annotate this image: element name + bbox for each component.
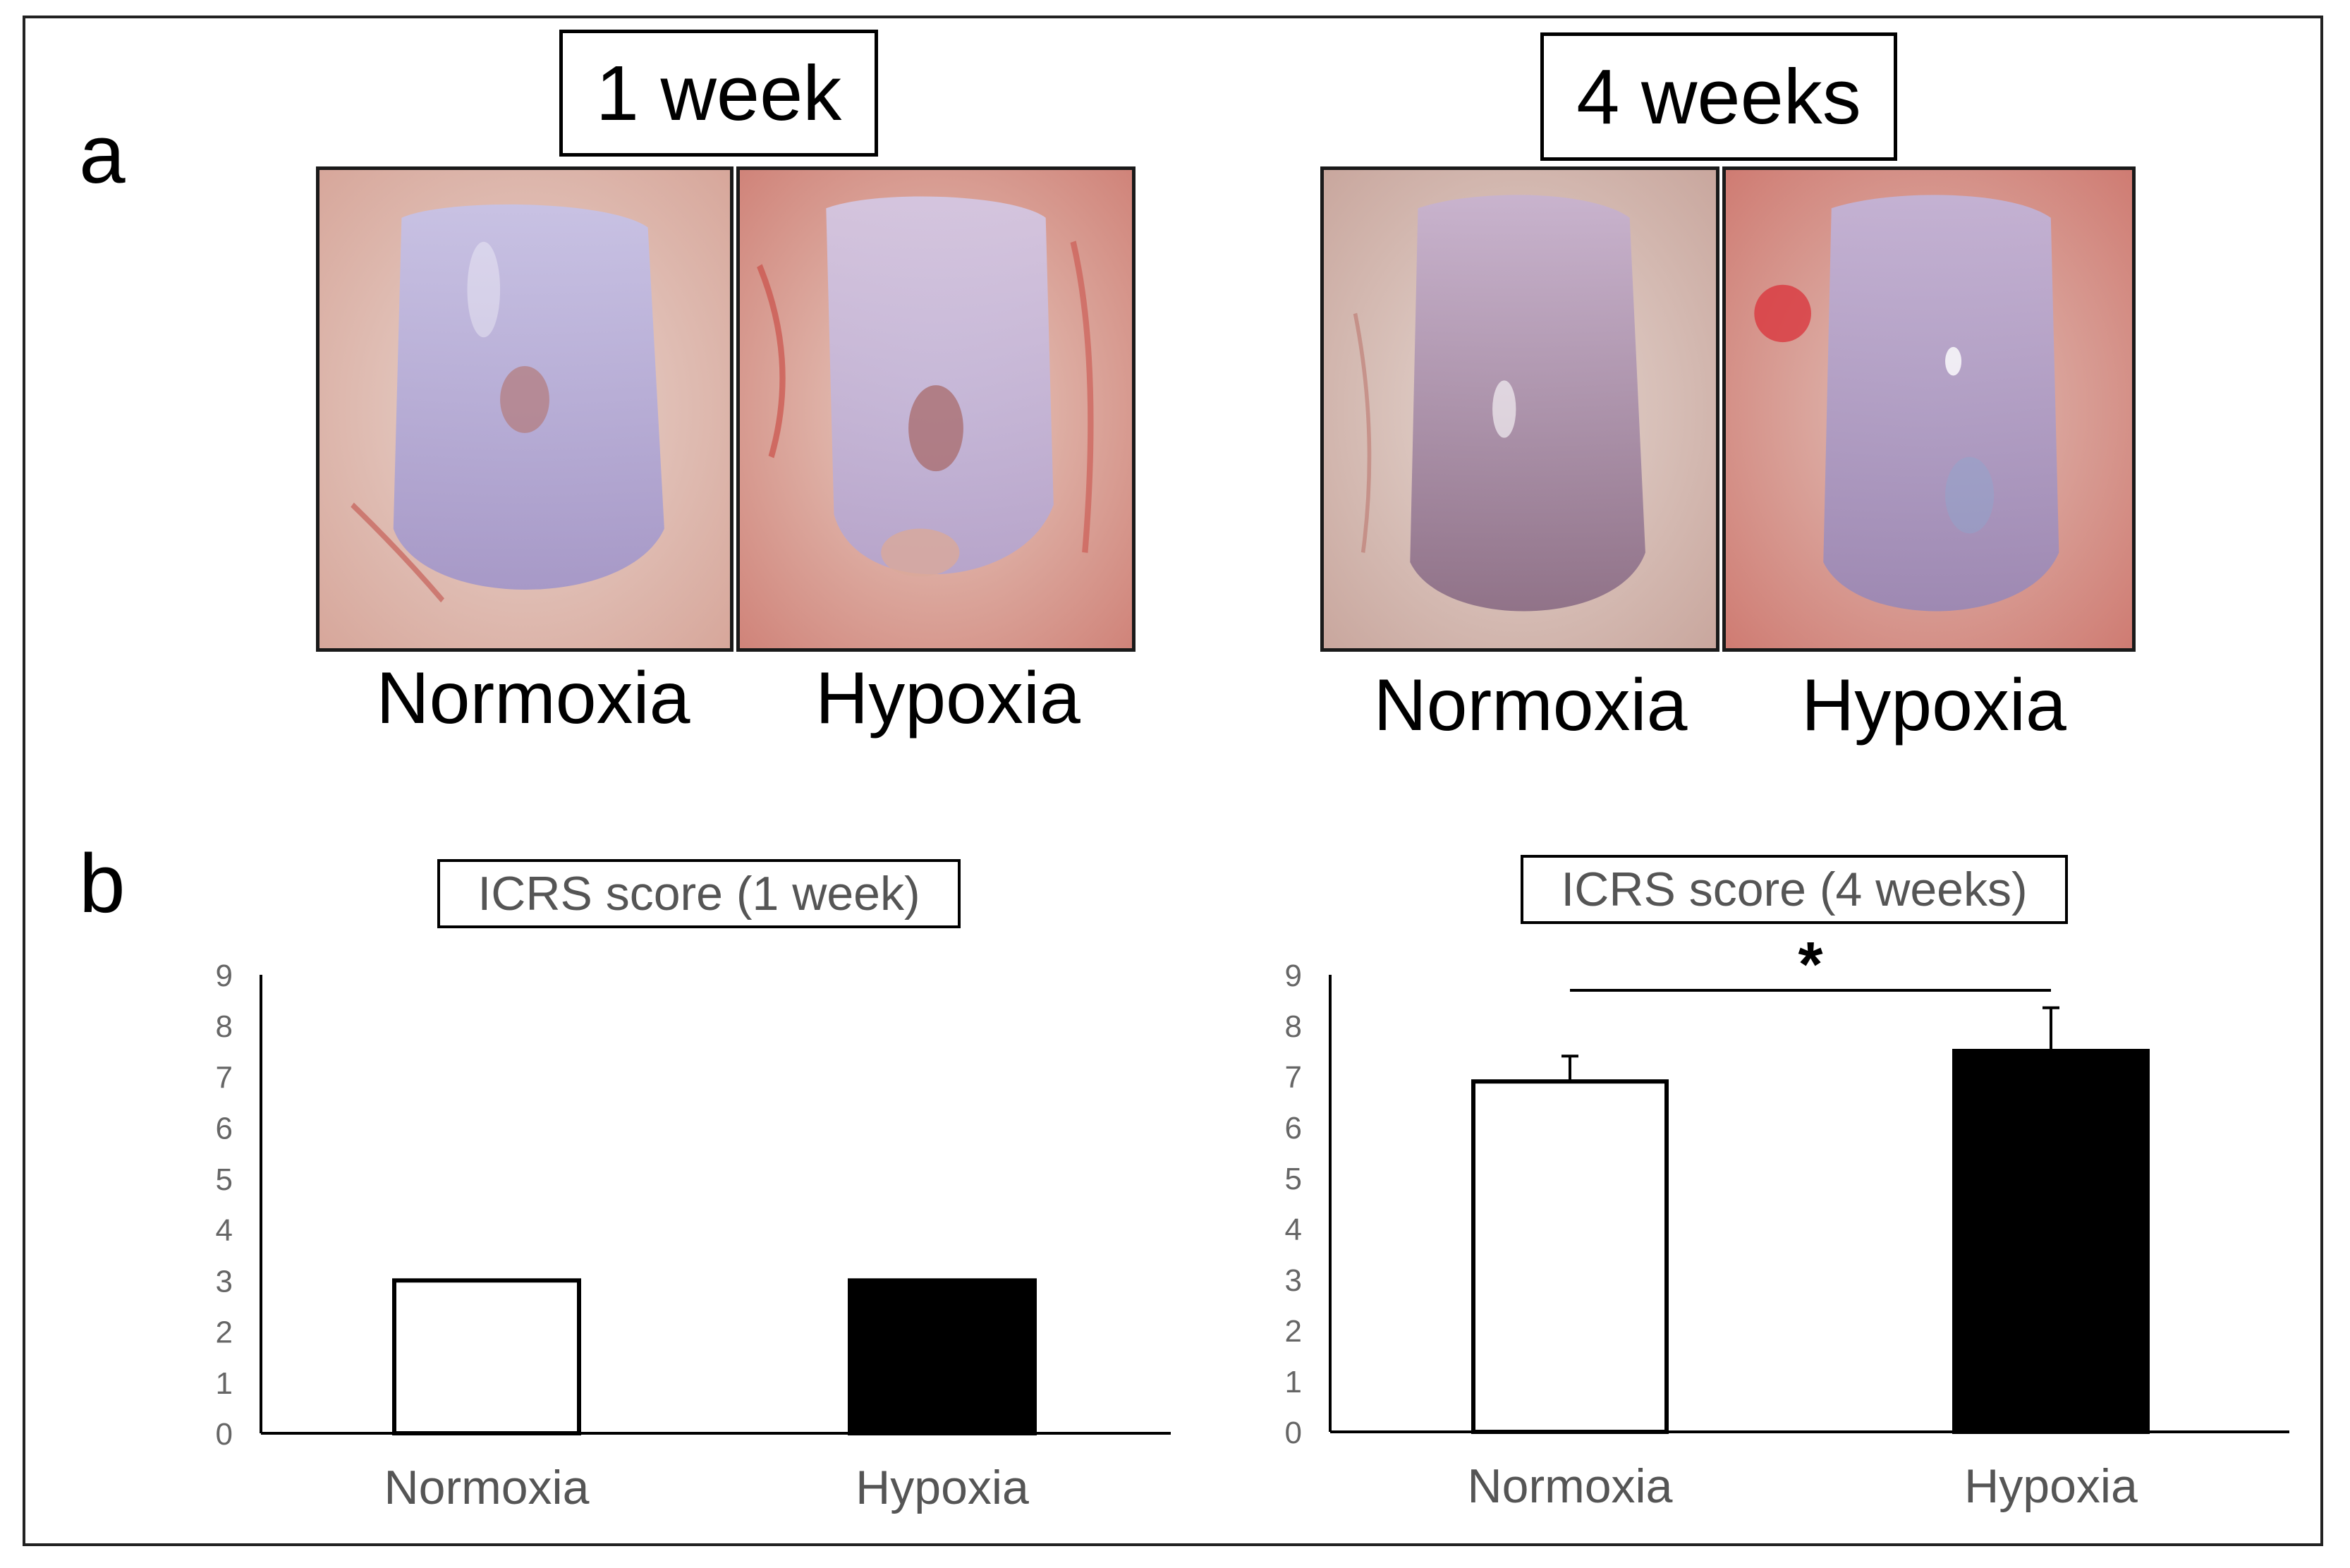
label-1week-normoxia: Normoxia [376,657,690,739]
chart-1-title: ICRS score (1 week) [437,859,961,928]
photo-1week-normoxia [316,166,733,652]
y-tick-label: 2 [1285,1314,1302,1349]
y-tick-label: 8 [1285,1009,1302,1044]
y-tick-label: 1 [216,1366,233,1401]
y-tick-label: 3 [1285,1263,1302,1298]
panel-a-letter: a [79,108,126,201]
significance-marker: * [1798,930,1822,1000]
label-4weeks-normoxia: Normoxia [1373,664,1688,746]
chart-2-title: ICRS score (4 weeks) [1521,855,2068,924]
chart-1week: 0 1 2 3 4 5 6 7 8 9 Normoxia Hypoxia [216,959,1171,1514]
bar-hypoxia [848,1278,1037,1436]
y-tick-label: 6 [216,1112,233,1146]
bar-hypoxia [1952,1049,2150,1434]
y-tick-label: 4 [216,1213,233,1248]
x-category-label: Hypoxia [1964,1459,2138,1513]
y-tick-label: 7 [216,1060,233,1095]
y-tick-label: 2 [216,1315,233,1350]
panel-b-letter: b [79,837,126,930]
label-4weeks-hypoxia: Hypoxia [1801,664,2066,746]
time-label-1-week: 1 week [559,30,878,157]
label-1week-hypoxia: Hypoxia [815,657,1080,739]
photo-4weeks-hypoxia [1722,166,2136,652]
y-tick-label: 9 [1285,959,1302,993]
x-category-label: Normoxia [384,1461,590,1514]
y-tick-label: 4 [1285,1213,1302,1247]
figure-frame [23,16,2323,1546]
photo-4weeks-normoxia [1320,166,1719,652]
chart-4weeks: 0 1 2 3 4 5 6 7 8 9 Normoxia Hypoxia * [1285,930,2289,1513]
y-tick-label: 3 [216,1264,233,1299]
y-tick-label: 5 [1285,1162,1302,1196]
x-category-label: Hypoxia [856,1461,1029,1514]
y-tick-label: 1 [1285,1365,1302,1399]
y-tick-label: 9 [216,959,233,993]
y-tick-label: 5 [216,1162,233,1197]
bar-normoxia [1471,1079,1669,1434]
bar-normoxia [392,1278,581,1436]
time-label-4-weeks: 4 weeks [1540,32,1897,161]
y-tick-label: 8 [216,1009,233,1044]
x-category-label: Normoxia [1468,1459,1673,1513]
y-tick-label: 6 [1285,1111,1302,1145]
photo-1week-hypoxia [736,166,1136,652]
y-tick-label: 7 [1285,1060,1302,1095]
y-tick-label: 0 [1285,1416,1302,1450]
y-tick-label: 0 [216,1417,233,1452]
